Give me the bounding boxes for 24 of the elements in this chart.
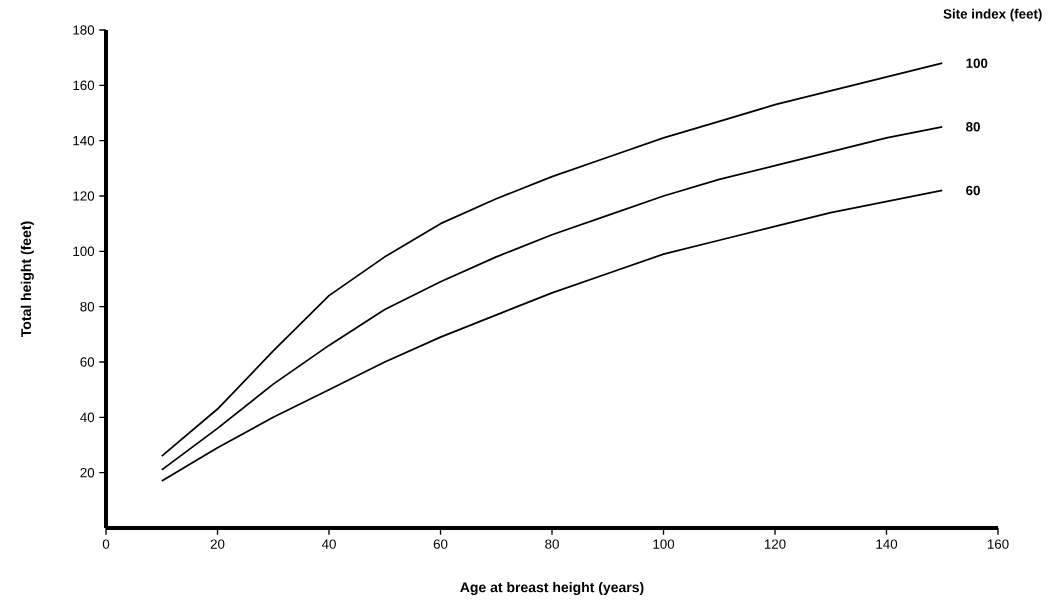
x-tick-label: 20 bbox=[210, 539, 225, 549]
x-tick-label: 0 bbox=[102, 539, 110, 549]
x-tick-label: 80 bbox=[545, 539, 559, 549]
series-label: 100 bbox=[966, 58, 988, 68]
legend-title: Site index (feet) bbox=[943, 8, 1042, 22]
x-tick-label: 100 bbox=[653, 539, 675, 549]
series-label: 60 bbox=[966, 185, 980, 196]
x-tick-label: 120 bbox=[764, 539, 786, 549]
x-tick-label: 160 bbox=[987, 539, 1009, 549]
y-tick-label: 160 bbox=[73, 80, 95, 91]
y-axis-title: Total height (feet) bbox=[20, 221, 34, 338]
y-tick-label: 100 bbox=[73, 246, 95, 257]
x-tick-label: 40 bbox=[321, 539, 336, 549]
y-tick-label: 120 bbox=[73, 191, 95, 201]
x-tick-label: 60 bbox=[433, 539, 448, 549]
x-tick-label: 140 bbox=[876, 539, 898, 549]
series-label: 80 bbox=[966, 122, 980, 132]
y-tick-label: 140 bbox=[73, 135, 95, 146]
y-tick-label: 60 bbox=[80, 357, 95, 367]
y-tick-label: 80 bbox=[80, 301, 95, 312]
y-tick-label: 40 bbox=[80, 412, 95, 423]
x-axis-title: Age at breast height (years) bbox=[460, 581, 644, 596]
y-tick-label: 20 bbox=[80, 467, 95, 478]
y-tick-label: 180 bbox=[73, 25, 95, 35]
